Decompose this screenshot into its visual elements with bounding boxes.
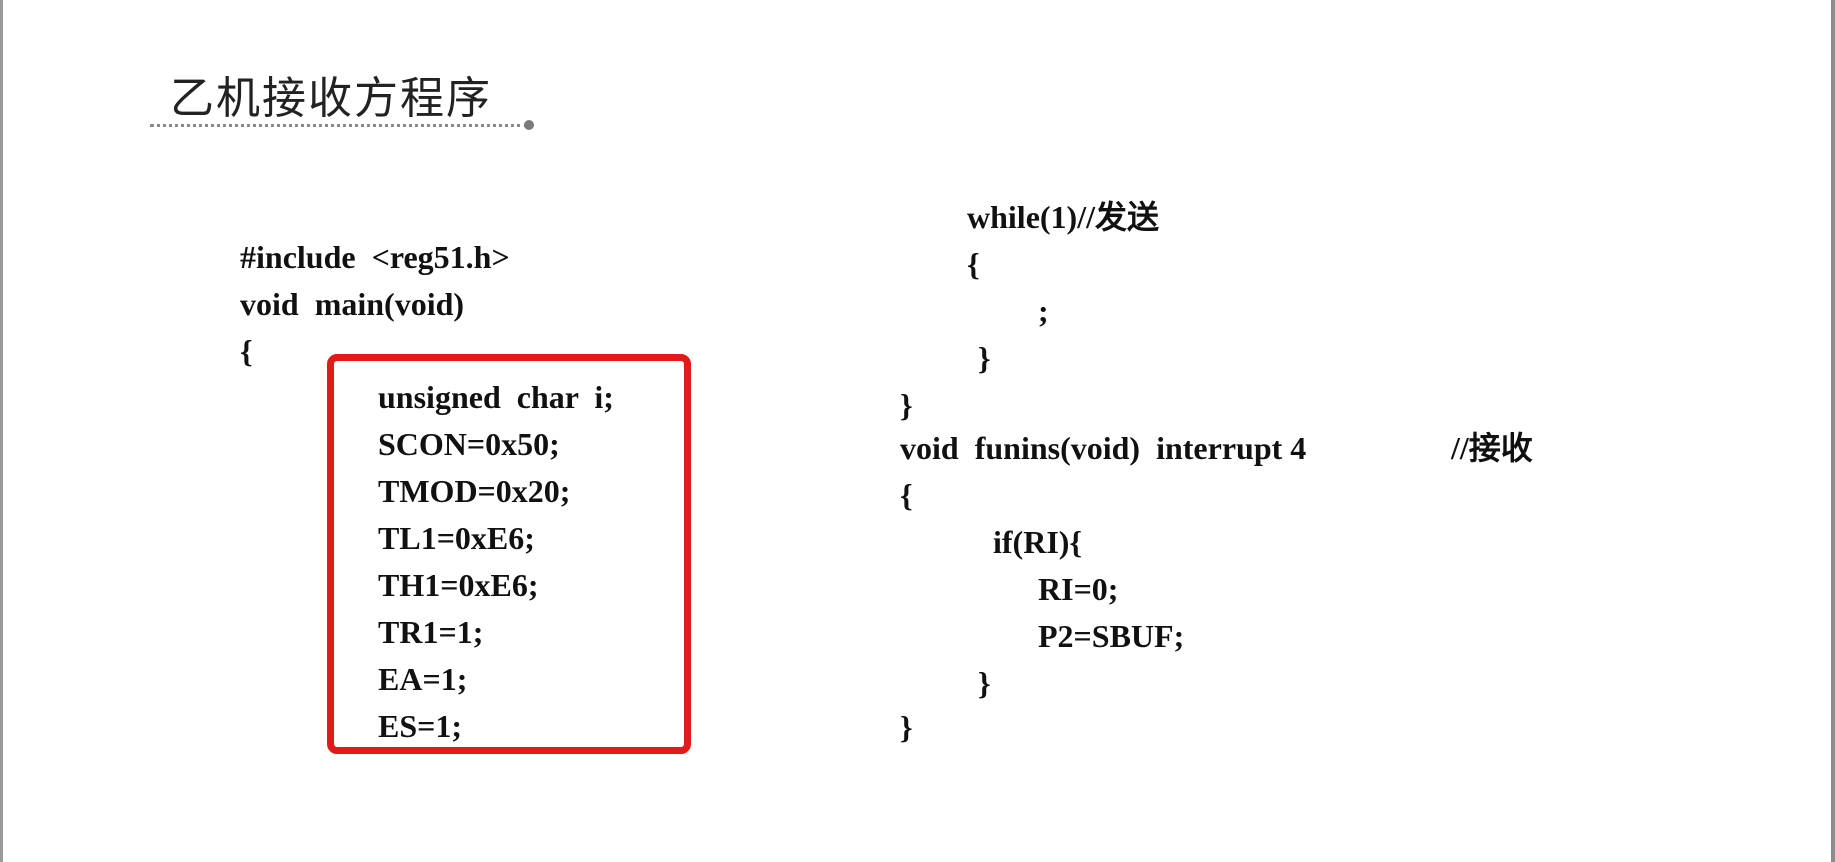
code-line-funins-close-brace: } xyxy=(900,709,913,745)
code-line-scon: SCON=0x50; xyxy=(378,426,560,462)
code-line-main-close-brace: } xyxy=(900,387,913,423)
code-line-main: void main(void) xyxy=(240,286,465,322)
title-dotted-underline xyxy=(150,124,528,127)
code-line-ri-clear: RI=0; xyxy=(1038,571,1119,607)
code-line-while-open-brace: { xyxy=(967,246,980,282)
title-underline-dot xyxy=(524,120,534,130)
code-line-tl1: TL1=0xE6; xyxy=(378,520,535,556)
left-border xyxy=(0,0,3,862)
slide-title: 乙机接收方程序 xyxy=(170,73,492,124)
code-line-funins-open-brace: { xyxy=(900,477,913,513)
highlight-box xyxy=(327,354,691,754)
code-line-th1: TH1=0xE6; xyxy=(378,567,539,603)
code-line-es: ES=1; xyxy=(378,708,463,744)
code-line-if-ri: if(RI){ xyxy=(993,524,1083,560)
right-border xyxy=(1831,0,1835,862)
code-line-while: while(1)//发送 xyxy=(967,199,1159,235)
code-line-ea: EA=1; xyxy=(378,661,468,697)
code-line-empty-statement: ; xyxy=(1038,293,1049,329)
code-line-while-close-brace: } xyxy=(978,340,991,376)
code-line-p2-sbuf: P2=SBUF; xyxy=(1038,618,1185,654)
code-comment-receive: //接收 xyxy=(1451,430,1533,466)
code-line-funins: void funins(void) interrupt 4 xyxy=(900,430,1307,466)
code-line-unsigned-char: unsigned char i; xyxy=(378,379,614,415)
code-line-tr1: TR1=1; xyxy=(378,614,484,650)
code-line-if-close-brace: } xyxy=(978,665,991,701)
code-line-include: #include <reg51.h> xyxy=(240,239,510,275)
code-line-open-brace: { xyxy=(240,333,253,369)
code-line-tmod: TMOD=0x20; xyxy=(378,473,571,509)
